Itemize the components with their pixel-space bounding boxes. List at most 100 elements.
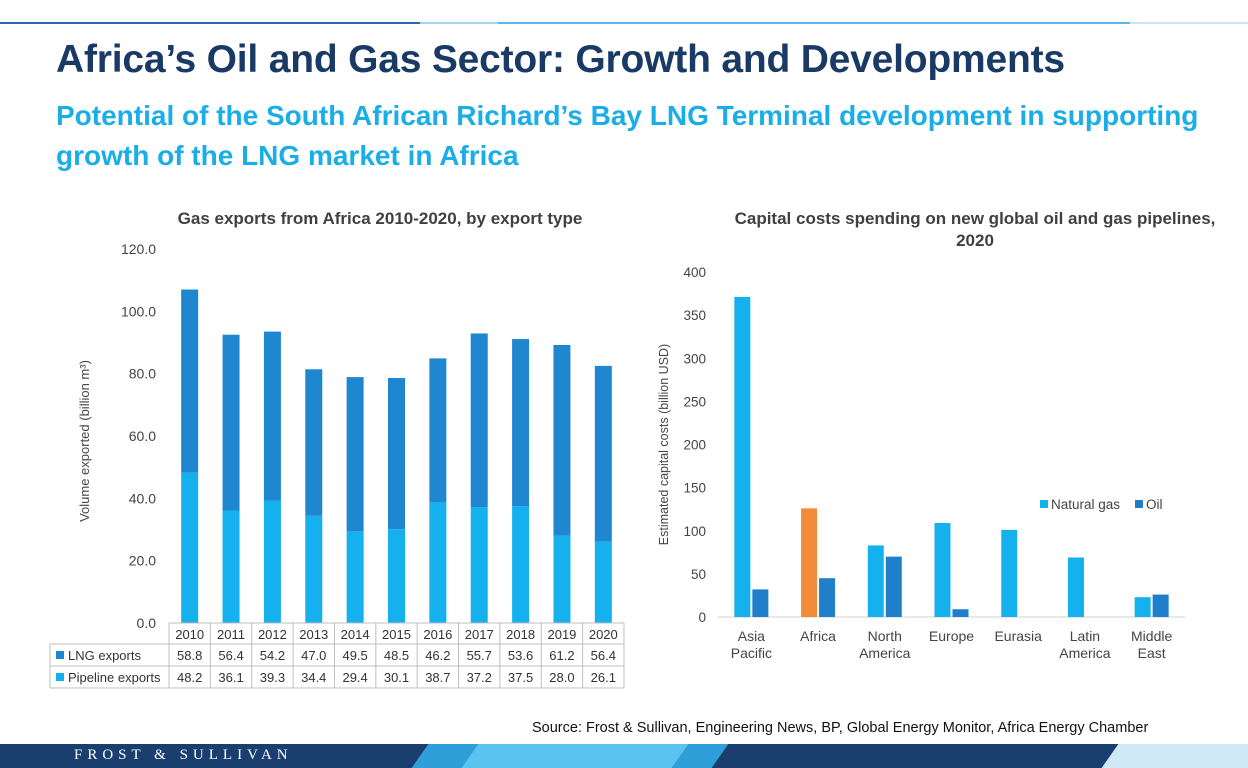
bar-pipeline-2016 (429, 502, 447, 623)
chart2-category-label: Africa (800, 628, 836, 644)
bar-oil-north-america (885, 556, 902, 617)
chart1-ytick-label: 80.0 (129, 366, 156, 382)
chart2-ytick-label: 300 (683, 351, 706, 366)
pipeline-value-label: 30.1 (384, 670, 409, 685)
chart1-category-label: 2012 (258, 627, 287, 642)
lng-value-label: 53.6 (508, 648, 533, 663)
chart2-title: Capital costs spending on new global oil… (734, 209, 1216, 250)
chart1-category-label: 2013 (299, 627, 328, 642)
chart2-ytick-label: 200 (683, 438, 706, 453)
pipeline-value-label: 28.0 (549, 670, 574, 685)
page-subtitle: Potential of the South African Richard’s… (56, 100, 1199, 171)
lng-value-label: 56.4 (218, 648, 243, 663)
chart2-category-label: East (1138, 645, 1166, 661)
chart2-y-axis-label: Estimated capital costs (billion USD) (657, 344, 671, 545)
pipeline-value-label: 34.4 (301, 670, 326, 685)
chart1-category-label: 2011 (217, 627, 245, 642)
bar-lng-2015 (388, 378, 405, 530)
chart1-ytick-label: 0.0 (137, 615, 157, 631)
chart1-category-label: 2016 (423, 627, 452, 642)
bar-natural-gas-africa (801, 508, 818, 617)
bar-pipeline-2011 (222, 510, 240, 623)
chart2-category-label: Pacific (731, 645, 772, 661)
legend-label-oil: Oil (1146, 497, 1163, 512)
bar-pipeline-2020 (594, 541, 612, 623)
chart2-category-label: Asia (738, 628, 765, 644)
legend-swatch-natural-gas (1040, 500, 1048, 508)
chart2-ytick-label: 250 (683, 394, 706, 409)
lng-value-label: 58.8 (177, 648, 202, 663)
bar-lng-2018 (512, 339, 530, 507)
lng-value-label: 46.2 (425, 648, 450, 663)
bar-lng-2013 (305, 369, 323, 516)
pipeline-value-label: 39.3 (260, 670, 285, 685)
bar-natural-gas-europe (934, 522, 951, 617)
top-accent-line (0, 22, 1248, 24)
bar-natural-gas-north-america (867, 545, 884, 617)
bar-pipeline-2014 (346, 531, 364, 623)
legend-label-natural-gas: Natural gas (1051, 497, 1120, 512)
pipeline-value-label: 26.1 (591, 670, 616, 685)
chart1-ytick-label: 40.0 (129, 490, 156, 506)
bar-oil-middle-east (1152, 594, 1169, 617)
bar-natural-gas-asia-pacific (734, 297, 751, 617)
legend-swatch-LNG exports (56, 651, 64, 659)
bar-lng-2020 (594, 365, 612, 542)
lng-value-label: 55.7 (467, 648, 492, 663)
lng-value-label: 56.4 (591, 648, 616, 663)
pipeline-value-label: 36.1 (218, 670, 243, 685)
chart1-ytick-label: 120.0 (121, 241, 156, 257)
chart2-ytick-label: 150 (683, 481, 706, 496)
chart2-category-label: Middle (1131, 628, 1172, 644)
chart2-category-label: America (859, 645, 911, 661)
chart1-category-label: 2017 (465, 627, 494, 642)
pipeline-value-label: 37.2 (467, 670, 492, 685)
chart2-ytick-label: 0 (698, 610, 706, 625)
chart1-ytick-label: 100.0 (121, 303, 156, 319)
chart1-category-label: 2020 (589, 627, 618, 642)
bar-oil-europe (952, 609, 969, 617)
bar-lng-2012 (263, 331, 281, 501)
legend-swatch-oil (1135, 500, 1143, 508)
lng-value-label: 61.2 (549, 648, 574, 663)
chart2-category-label: Latin (1070, 628, 1100, 644)
lng-value-label: 54.2 (260, 648, 285, 663)
chart2-category-label: America (1059, 645, 1111, 661)
pipeline-value-label: 48.2 (177, 670, 202, 685)
bar-pipeline-2013 (305, 515, 323, 623)
bar-natural-gas-eurasia (1001, 529, 1018, 617)
chart2-ytick-label: 350 (683, 308, 706, 323)
chart2-category-label: Eurasia (994, 628, 1042, 644)
chart1-category-label: 2010 (175, 627, 204, 642)
footer-bar: FROST & SULLIVAN (0, 744, 1248, 768)
lng-value-label: 48.5 (384, 648, 409, 663)
page-title: Africa’s Oil and Gas Sector: Growth and … (56, 38, 1065, 81)
source-note: Source: Frost & Sullivan, Engineering Ne… (532, 720, 1149, 736)
bar-lng-2019 (553, 344, 571, 536)
bar-natural-gas-latin-america (1067, 557, 1084, 617)
chart1-category-label: 2014 (341, 627, 370, 642)
pipeline-value-label: 29.4 (342, 670, 367, 685)
chart2-ytick-label: 50 (691, 567, 706, 582)
bar-natural-gas-middle-east (1134, 597, 1151, 617)
bar-pipeline-2015 (388, 529, 405, 623)
bar-pipeline-2018 (512, 506, 530, 623)
pipeline-value-label: 37.5 (508, 670, 533, 685)
brand-logo: FROST & SULLIVAN (74, 747, 293, 763)
bar-pipeline-2010 (181, 472, 199, 623)
bar-lng-2017 (470, 333, 488, 508)
bar-lng-2016 (429, 358, 447, 503)
chart1-ytick-label: 20.0 (129, 553, 156, 569)
bar-pipeline-2019 (553, 535, 571, 623)
chart1-y-axis-label: Volume exported (billion m³) (77, 360, 92, 522)
legend-label-Pipeline exports: Pipeline exports (68, 670, 161, 685)
bar-lng-2010 (181, 289, 199, 473)
chart1-category-label: 2019 (547, 627, 576, 642)
pipeline-value-label: 38.7 (425, 670, 450, 685)
lng-value-label: 49.5 (342, 648, 367, 663)
legend-label-LNG exports: LNG exports (68, 648, 141, 663)
legend-swatch-Pipeline exports (56, 673, 64, 681)
chart2-category-label: Europe (929, 628, 974, 644)
